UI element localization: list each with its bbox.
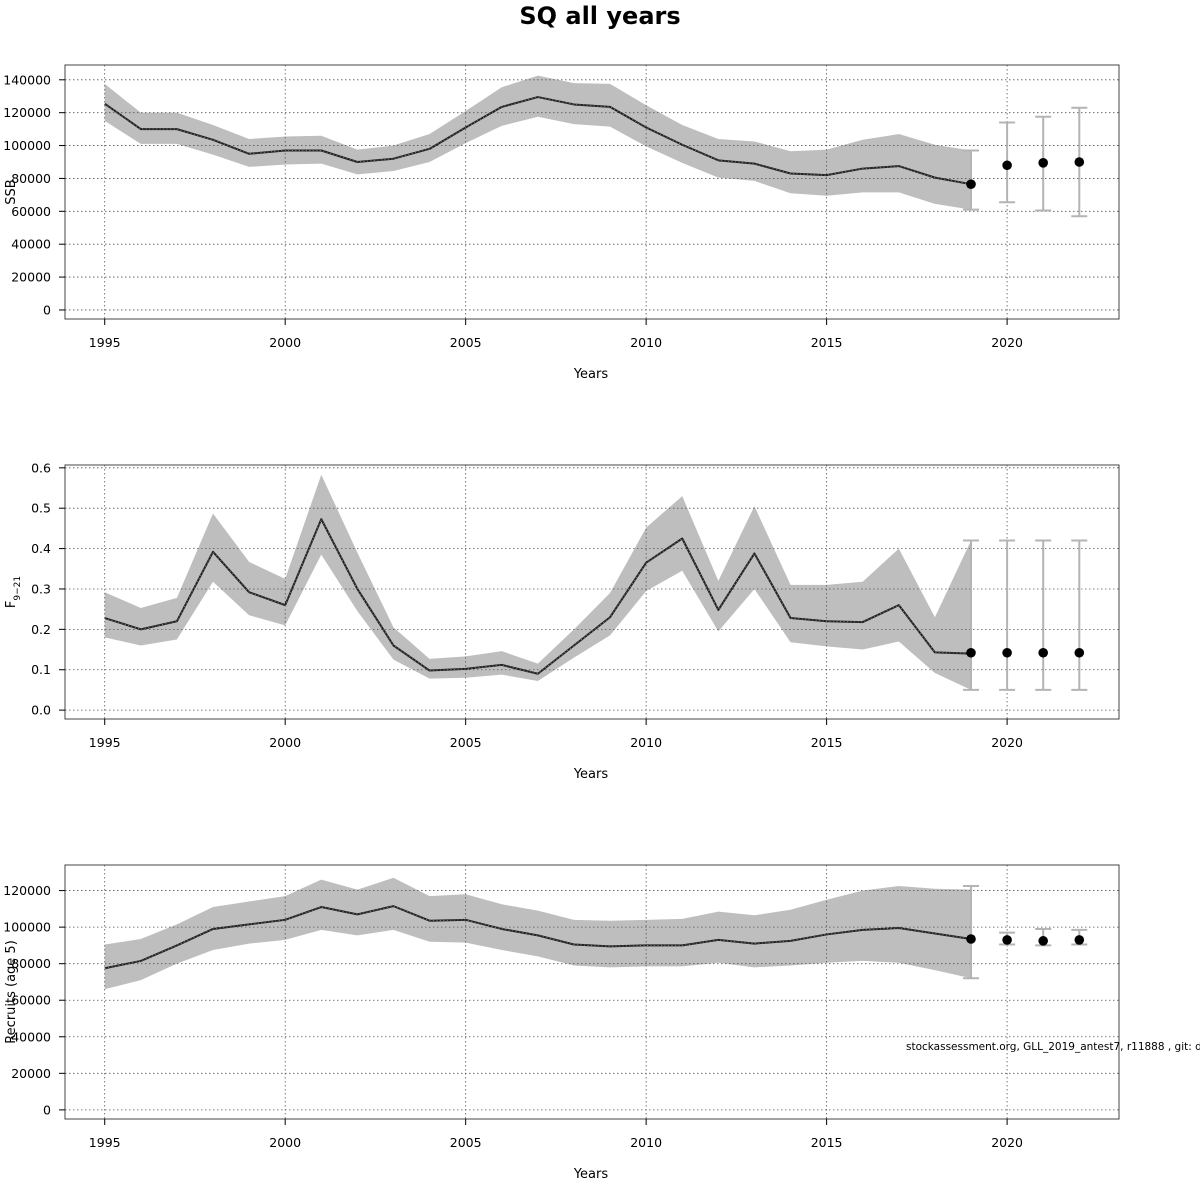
y-tick-label: 0.0 <box>31 703 51 718</box>
recruits-plot-frame <box>64 864 1120 1120</box>
figure-title: SQ all years <box>519 2 680 30</box>
y-tick-label: 120000 <box>3 105 51 120</box>
y-axis-title: F9−21 <box>4 576 23 608</box>
x-tick-label: 2000 <box>269 1135 301 1150</box>
recruits-panel: 1995 2000 2005 2010 2015 2020 0 20000 40000 60000… <box>3 864 1120 1182</box>
x-tick-label: 1995 <box>89 735 121 750</box>
x-axis-title: Years <box>573 1167 609 1182</box>
y-tick-label: 0.4 <box>31 541 51 556</box>
forecast-point <box>1002 935 1012 945</box>
x-tick-label: 1995 <box>89 1135 121 1150</box>
y-tick-label: 80000 <box>11 171 51 186</box>
x-tick-label: 2005 <box>450 735 482 750</box>
fbar-plot-frame <box>64 464 1120 720</box>
y-tick-label: 0.5 <box>31 501 51 516</box>
y-tick-label: 0.1 <box>31 662 51 677</box>
y-tick-label: 60000 <box>11 204 51 219</box>
y-axis-title: SSB <box>4 179 19 204</box>
y-axis-title-subscript: 9−21 <box>13 576 23 601</box>
y-tick-label: 0.6 <box>31 460 51 475</box>
x-tick-label: 2010 <box>630 335 662 350</box>
forecast-point <box>1074 647 1085 658</box>
x-tick-label: 2015 <box>811 735 843 750</box>
y-axis-title: Recruits (age 5) <box>4 940 19 1044</box>
x-tick-label: 2015 <box>811 1135 843 1150</box>
y-tick-label: 100000 <box>3 138 51 153</box>
ssb-plot-frame <box>64 64 1120 320</box>
y-tick-label: 100000 <box>3 920 51 935</box>
y-tick-label: 0.3 <box>31 581 51 596</box>
x-tick-label: 1995 <box>89 335 121 350</box>
forecast-point <box>1074 157 1085 167</box>
x-tick-label: 2020 <box>991 735 1023 750</box>
forecast-point <box>966 179 976 189</box>
x-tick-label: 2020 <box>991 1135 1023 1150</box>
x-tick-label: 2010 <box>630 1135 662 1150</box>
x-axis-title: Years <box>573 767 609 782</box>
fbar-confidence-band <box>104 474 972 690</box>
y-tick-label: 0 <box>43 1102 51 1117</box>
x-tick-label: 2000 <box>269 335 301 350</box>
y-tick-label: 80000 <box>11 956 51 971</box>
y-tick-label: 0.2 <box>31 622 51 637</box>
forecast-point <box>1038 158 1048 168</box>
ssb-estimate-line <box>104 96 972 186</box>
x-tick-label: 2005 <box>450 335 482 350</box>
ssb-panel: 1995 2000 2005 2010 2015 2020 0 20000 40000 60000… <box>3 64 1120 382</box>
recruits-confidence-band <box>104 877 972 990</box>
forecast-point <box>1002 160 1012 171</box>
ssb-confidence-band <box>104 75 972 210</box>
y-tick-label: 40000 <box>11 1029 51 1044</box>
x-tick-label: 2010 <box>630 735 662 750</box>
y-tick-label: 0 <box>43 302 51 317</box>
x-tick-label: 2005 <box>450 1135 482 1150</box>
y-tick-label: 40000 <box>11 237 51 252</box>
forecast-point <box>966 934 976 944</box>
x-tick-label: 2020 <box>991 335 1023 350</box>
y-tick-label: 60000 <box>11 993 51 1008</box>
forecast-point <box>1074 935 1085 945</box>
y-tick-label: 20000 <box>11 1066 51 1081</box>
y-tick-label: 120000 <box>3 883 51 898</box>
y-tick-label: 20000 <box>11 270 51 285</box>
forecast-point <box>1038 936 1048 946</box>
x-tick-label: 2015 <box>811 335 843 350</box>
fbar-estimate-line-dots <box>104 518 972 675</box>
forecast-point <box>1038 647 1048 658</box>
forecast-point <box>1002 647 1012 658</box>
y-tick-label: 140000 <box>3 72 51 87</box>
fbar-panel: 1995 2000 2005 2010 2015 2020 0.0 0.1 0.2 0.3 0.4 0… <box>4 460 1120 782</box>
x-tick-label: 2000 <box>269 735 301 750</box>
forecast-point <box>966 647 976 658</box>
source-footnote: stockassessment.org, GLL_2019_antest7, r… <box>906 1041 1200 1053</box>
recruits-estimate-line <box>104 905 972 970</box>
x-axis-title: Years <box>573 367 609 382</box>
